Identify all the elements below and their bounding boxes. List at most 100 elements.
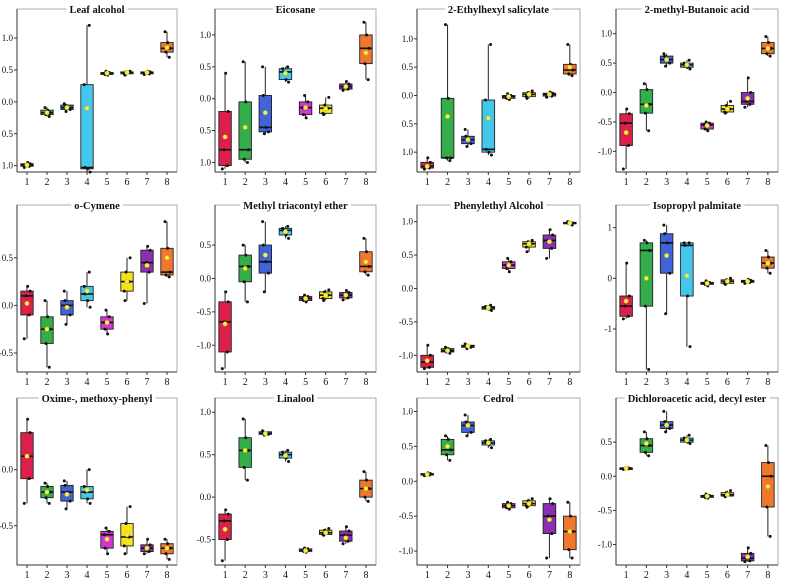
- data-point: [281, 226, 285, 230]
- x-tick-label: 8: [765, 177, 770, 188]
- box-2: [238, 417, 252, 482]
- data-point: [22, 337, 26, 341]
- data-point: [47, 501, 51, 505]
- x-tick-label: 5: [105, 377, 110, 388]
- data-point: [246, 148, 250, 152]
- y-tick-label: 0.0: [2, 465, 14, 475]
- box-8: [563, 220, 577, 227]
- x-tick-label: 3: [465, 177, 470, 188]
- data-point: [688, 67, 692, 71]
- mean-marker: [485, 115, 491, 121]
- data-point: [643, 450, 647, 454]
- x-tick-label: 6: [725, 570, 730, 579]
- mean-marker: [303, 548, 309, 554]
- data-point: [524, 245, 528, 249]
- mean-marker: [84, 487, 90, 493]
- data-point: [341, 88, 345, 92]
- y-tick-label: 1.0: [402, 147, 414, 157]
- data-point: [465, 145, 469, 148]
- x-tick-label: 3: [65, 177, 70, 188]
- box-1: [20, 417, 34, 505]
- box-7: [140, 244, 154, 305]
- x-tick-label: 6: [125, 377, 130, 388]
- data-point: [28, 431, 32, 435]
- y-tick-label: 0.5: [200, 62, 212, 72]
- data-point: [82, 83, 86, 87]
- x-tick-label: 1: [425, 377, 430, 388]
- x-tick-label: 1: [624, 570, 629, 579]
- data-point: [261, 243, 265, 247]
- data-point: [765, 266, 769, 270]
- x-tick-label: 4: [85, 570, 90, 579]
- data-point: [530, 238, 534, 242]
- x-tick-label: 7: [343, 377, 348, 388]
- iqr-box: [140, 249, 154, 273]
- y-tick-label: 0.0: [200, 94, 212, 104]
- panel-10: Linalool -0.5 0.0 0.5 1.0 1 2 3 4 5 6 7 8: [197, 394, 377, 579]
- data-point: [566, 43, 570, 46]
- data-point: [484, 98, 488, 102]
- data-point: [489, 303, 493, 307]
- data-point: [767, 461, 771, 465]
- x-tick-label: 2: [445, 570, 450, 579]
- box-1: [420, 471, 434, 478]
- x-tick-label: 8: [765, 570, 770, 579]
- mean-marker: [144, 70, 150, 76]
- data-point: [550, 532, 554, 536]
- data-point: [746, 546, 750, 550]
- x-tick-label: 1: [425, 570, 430, 579]
- data-point: [22, 166, 26, 170]
- x-tick-label: 8: [765, 377, 770, 388]
- data-point: [366, 78, 370, 82]
- data-point: [24, 294, 28, 298]
- data-point: [43, 106, 47, 110]
- data-point: [469, 345, 473, 349]
- mean-marker: [124, 70, 130, 76]
- mean-marker: [124, 279, 130, 285]
- data-point: [321, 297, 325, 301]
- mean-marker: [262, 431, 268, 436]
- box-8: [160, 220, 174, 279]
- iqr-box: [238, 101, 252, 160]
- data-point: [363, 62, 367, 66]
- box-8: [359, 236, 373, 277]
- mean-marker: [363, 259, 369, 265]
- y-tick-label: -1.0: [197, 340, 212, 350]
- data-point: [220, 367, 224, 371]
- data-point: [344, 525, 348, 529]
- mean-marker: [567, 529, 573, 534]
- data-point: [128, 256, 132, 260]
- data-point: [362, 470, 366, 474]
- data-point: [87, 270, 91, 274]
- box-2: [40, 106, 54, 119]
- panel-6: Methyl triacontyl ether -1.0 -0.5 0.0 0.5 1 2 3…: [197, 201, 377, 388]
- iqr-box: [680, 242, 694, 297]
- box-7: [140, 69, 154, 76]
- data-point: [505, 266, 509, 270]
- iqr-box: [80, 84, 94, 170]
- data-point: [242, 465, 246, 469]
- data-point: [266, 130, 270, 134]
- data-point: [226, 300, 230, 304]
- box-3: [60, 102, 74, 113]
- data-point: [261, 65, 265, 69]
- data-point: [448, 458, 452, 462]
- data-point: [102, 533, 106, 537]
- x-tick-label: 4: [85, 177, 90, 188]
- y-tick-label: 1.0: [402, 406, 414, 416]
- data-point: [26, 284, 30, 288]
- data-point: [88, 305, 92, 309]
- y-tick-label: 0.5: [601, 58, 613, 68]
- x-tick-label: 2: [45, 177, 50, 188]
- data-point: [44, 496, 48, 500]
- mean-marker: [323, 106, 329, 112]
- x-tick-label: 7: [343, 177, 348, 188]
- x-tick-label: 2: [445, 377, 450, 388]
- x-tick-label: 5: [303, 177, 308, 188]
- data-point: [663, 54, 667, 58]
- panel-title-backing: [444, 5, 553, 16]
- box-2: [238, 243, 252, 304]
- data-point: [688, 345, 692, 349]
- data-point: [166, 246, 170, 250]
- data-point: [304, 116, 308, 120]
